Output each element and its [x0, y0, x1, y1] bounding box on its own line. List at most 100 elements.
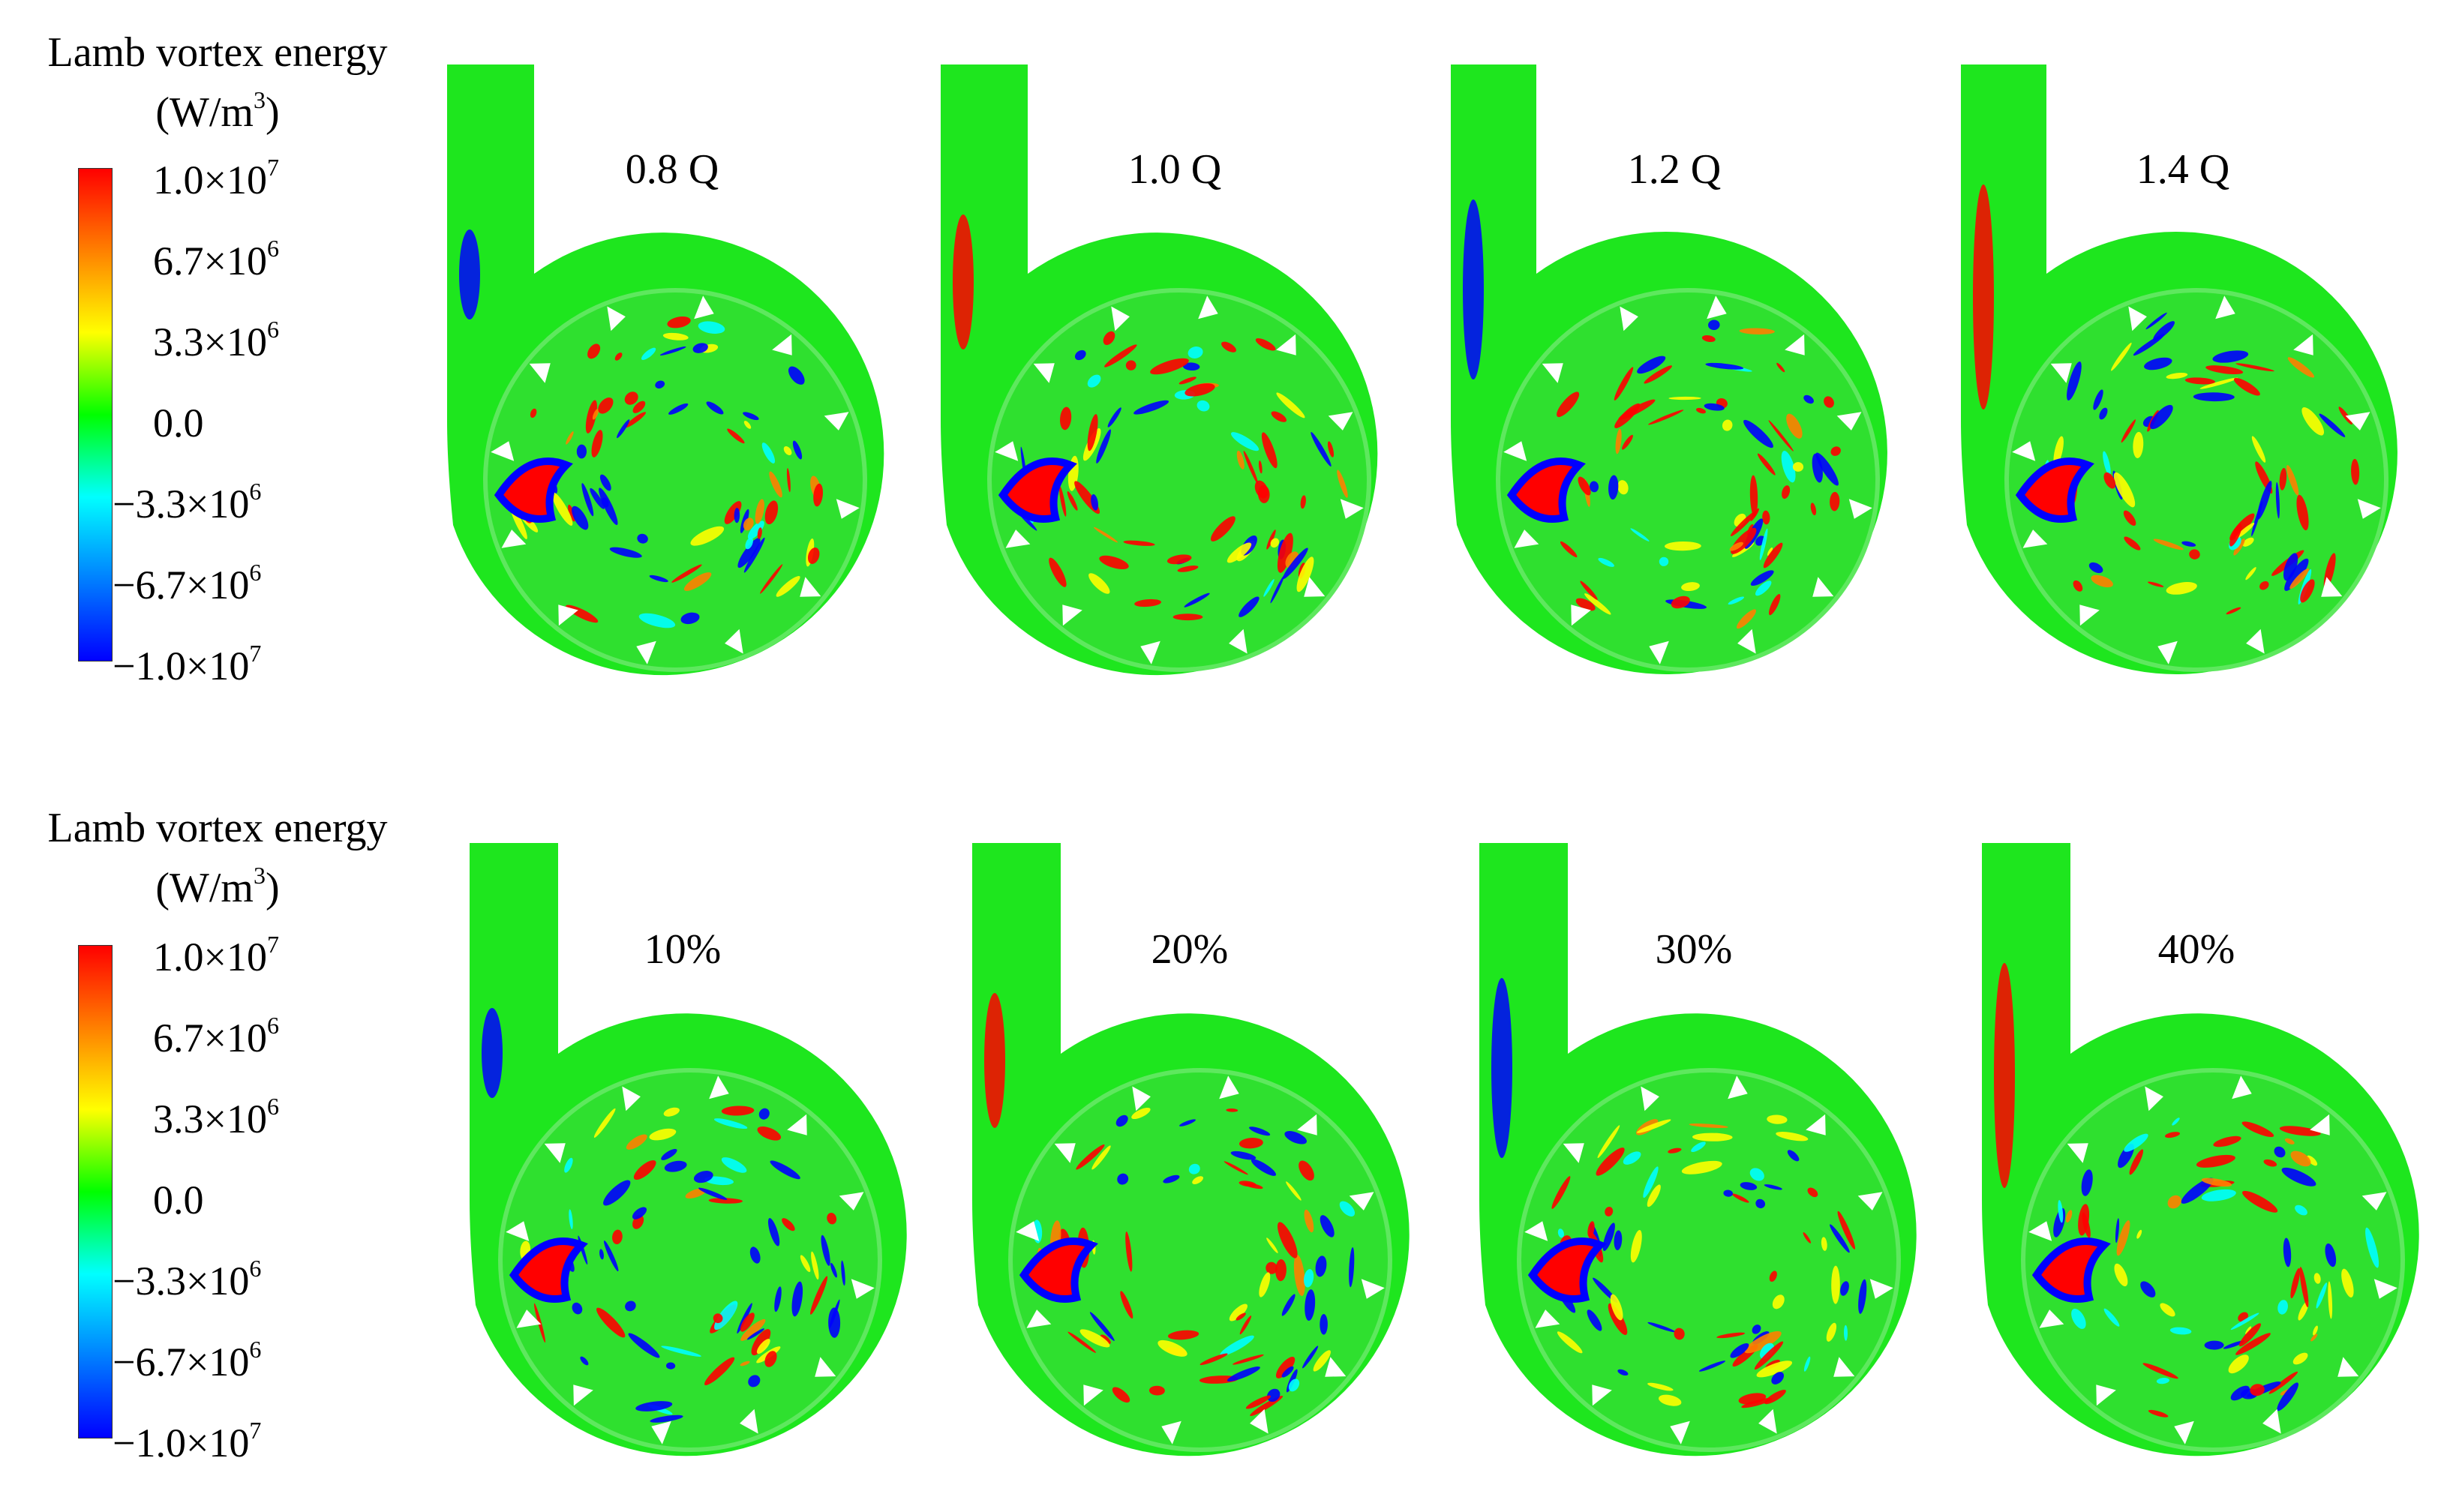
vortex-streak	[661, 1148, 677, 1160]
tongue-vortex-region	[2015, 458, 2094, 523]
blade-tip	[1812, 577, 1834, 597]
vortex-streak	[757, 527, 762, 539]
vortex-streak	[2279, 467, 2287, 490]
panel-label-0-8q: 0.8 Q	[625, 146, 719, 193]
vortex-streak	[1647, 1322, 1675, 1333]
vortex-streak	[1221, 341, 1236, 352]
blade-tip	[607, 306, 626, 332]
tongue-vortex-region	[1527, 1238, 1607, 1303]
vortex-streak	[1100, 1334, 1111, 1345]
vortex-streak	[776, 576, 800, 597]
vortex-streak	[788, 366, 805, 385]
vortex-streak	[1769, 1270, 1777, 1282]
vortex-streak	[756, 1339, 770, 1354]
vortex-streak	[1315, 1256, 1327, 1277]
vortex-streak	[2071, 1308, 2086, 1329]
vortex-streak	[1099, 555, 1129, 570]
vortex-streak	[1831, 1265, 1840, 1304]
vortex-streak	[713, 1313, 723, 1324]
vortex-streak	[748, 1375, 761, 1388]
vortex-streak	[1278, 1222, 1298, 1258]
vortex-streak	[1759, 528, 1768, 560]
vortex-streak	[1618, 399, 1656, 421]
vortex-streak	[2148, 1409, 2169, 1418]
vortex-streak	[1263, 579, 1275, 597]
vortex-streak	[714, 1300, 738, 1330]
vortex-streak	[1192, 1176, 1204, 1185]
blade-tip	[2246, 628, 2265, 654]
vortex-streak	[2114, 1263, 2128, 1287]
vortex-streak	[2204, 1340, 2224, 1350]
blade-tip	[1054, 1143, 1076, 1163]
vortex-streak	[2124, 1133, 2148, 1152]
vortex-streak	[1313, 1350, 1331, 1372]
blade-tip	[2310, 1114, 2330, 1136]
vortex-streak	[1266, 530, 1276, 550]
vortex-streak	[692, 343, 708, 353]
blade-tip	[1707, 296, 1727, 320]
vortex-streak	[1270, 538, 1280, 548]
vortex-streak	[2142, 1363, 2178, 1379]
vortex-streak	[1236, 450, 1245, 470]
vortex-streak	[1123, 540, 1155, 546]
vortex-streak	[1067, 491, 1078, 511]
vortex-streak	[1740, 1182, 1758, 1190]
vortex-streak	[1826, 1322, 1837, 1342]
vortex-streak	[708, 1198, 743, 1204]
blade-tip	[1833, 1357, 1855, 1377]
vortex-streak	[1134, 598, 1162, 608]
vortex-streak	[1767, 1114, 1788, 1124]
blade-tip	[1016, 1221, 1040, 1241]
vortex-streak	[1276, 392, 1305, 418]
vortex-streak	[1167, 1330, 1199, 1340]
blade-tip	[651, 1420, 671, 1444]
vortex-streak	[1768, 593, 1781, 616]
outlet-vortex-streak	[1973, 184, 1994, 410]
vortex-streak	[659, 346, 686, 356]
vortex-streak	[625, 1300, 636, 1312]
blade-tip	[2361, 1192, 2387, 1210]
vortex-streak	[2313, 1273, 2321, 1284]
vortex-streak	[1178, 1119, 1196, 1126]
tongue-vortex-region	[509, 1238, 588, 1303]
colorbar-tick: 3.3×106	[153, 1093, 279, 1142]
blade-tip	[2293, 334, 2313, 356]
blade-tip	[1670, 1420, 1690, 1444]
vortex-streak	[698, 1187, 728, 1200]
vortex-streak	[2103, 1308, 2120, 1327]
blade-tip	[2262, 1408, 2281, 1434]
vortex-streak	[1698, 1360, 1726, 1372]
outlet-vortex-streak	[459, 230, 480, 320]
vortex-streak	[1177, 566, 1199, 572]
vortex-streak	[1182, 362, 1200, 371]
vortex-streak	[1763, 542, 1783, 568]
vortex-streak	[1681, 582, 1700, 592]
vortex-streak	[1087, 374, 1101, 388]
blade-tip	[1620, 306, 1638, 332]
vortex-streak	[743, 537, 765, 573]
blade-tip	[800, 577, 821, 597]
outlet-vortex-streak	[953, 214, 974, 350]
vortex-streak	[585, 400, 597, 434]
vortex-streak	[743, 518, 754, 531]
vortex-streak	[1259, 1272, 1271, 1298]
vortex-streak	[2081, 1169, 2093, 1196]
colorbar-tick: 0.0	[153, 400, 204, 446]
vortex-streak	[1608, 475, 1619, 500]
vortex-streak	[800, 1255, 811, 1273]
blade-tip	[1161, 1420, 1181, 1444]
vortex-streak	[666, 1362, 676, 1370]
vortex-streak	[661, 1346, 701, 1357]
vortex-streak	[740, 1312, 755, 1332]
vortex-streak	[2189, 549, 2200, 560]
blade-tip	[1758, 1408, 1777, 1434]
vortex-streak	[1610, 1294, 1623, 1321]
blade-tip	[694, 296, 714, 320]
vortex-streak	[740, 1318, 766, 1341]
colorbar-tick: −3.3×106	[113, 1255, 262, 1304]
vortex-streak	[1245, 1395, 1271, 1409]
vortex-streak	[2065, 1210, 2073, 1222]
legend-title-units: (W/m3)	[155, 862, 280, 911]
